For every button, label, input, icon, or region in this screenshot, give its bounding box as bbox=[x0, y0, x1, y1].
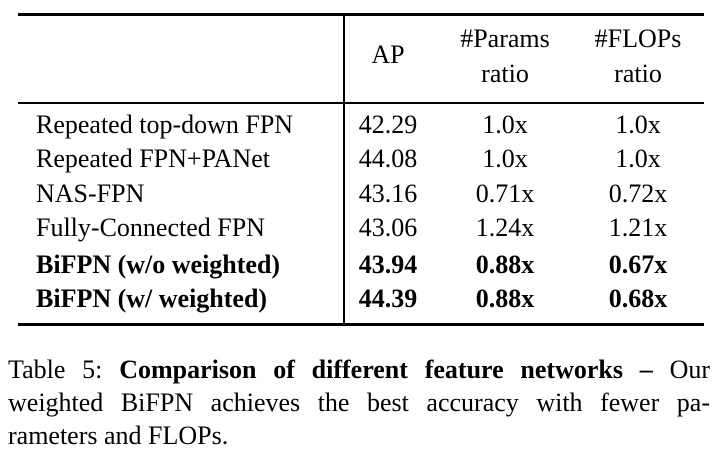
caption-line-2: weighted BiFPN achieves the best accurac… bbox=[8, 388, 710, 417]
row-ap: 42.29 bbox=[358, 110, 418, 139]
row-method: NAS-FPN bbox=[36, 179, 145, 208]
row-ap: 43.94 bbox=[358, 250, 418, 279]
caption-label: Table 5: bbox=[8, 355, 103, 384]
row-params: 1.0x bbox=[482, 144, 528, 173]
row-method: Repeated top-down FPN bbox=[36, 110, 294, 139]
header-params-line2: ratio bbox=[481, 59, 529, 88]
table-column-divider bbox=[343, 15, 345, 324]
row-params: 1.24x bbox=[475, 213, 535, 242]
row-params: 0.88x bbox=[475, 284, 535, 313]
header-ap: AP bbox=[371, 40, 405, 69]
row-ap: 43.16 bbox=[358, 179, 418, 208]
row-params: 0.88x bbox=[475, 250, 535, 279]
table-bottom-rule bbox=[18, 323, 704, 326]
row-flops: 1.21x bbox=[608, 213, 668, 242]
header-flops-line2: ratio bbox=[614, 59, 662, 88]
caption-line-3: rameters and FLOPs. bbox=[8, 421, 229, 450]
row-flops: 1.0x bbox=[615, 110, 661, 139]
table-header-rule bbox=[18, 102, 704, 104]
caption-line-1: Table 5: Comparison of different feature… bbox=[8, 353, 710, 386]
table-caption: Table 5: Comparison of different feature… bbox=[8, 353, 710, 452]
row-ap: 44.39 bbox=[358, 284, 418, 313]
row-flops: 1.0x bbox=[615, 144, 661, 173]
row-flops: 0.68x bbox=[608, 284, 668, 313]
table-top-rule bbox=[18, 13, 704, 16]
row-ap: 43.06 bbox=[358, 213, 418, 242]
caption-line1-tail: Our bbox=[669, 355, 711, 384]
row-method: BiFPN (w/ weighted) bbox=[36, 284, 268, 313]
row-ap: 44.08 bbox=[358, 144, 418, 173]
row-params: 0.71x bbox=[475, 179, 535, 208]
caption-title: Comparison of different feature networks… bbox=[119, 355, 653, 384]
row-method: Repeated FPN+PANet bbox=[36, 144, 270, 173]
row-method: Fully-Connected FPN bbox=[36, 213, 265, 242]
header-flops-line1: #FLOPs bbox=[594, 24, 682, 53]
row-flops: 0.67x bbox=[608, 250, 668, 279]
row-params: 1.0x bbox=[482, 110, 528, 139]
header-params-line1: #Params bbox=[460, 24, 550, 53]
row-method: BiFPN (w/o weighted) bbox=[36, 250, 281, 279]
row-flops: 0.72x bbox=[608, 179, 668, 208]
